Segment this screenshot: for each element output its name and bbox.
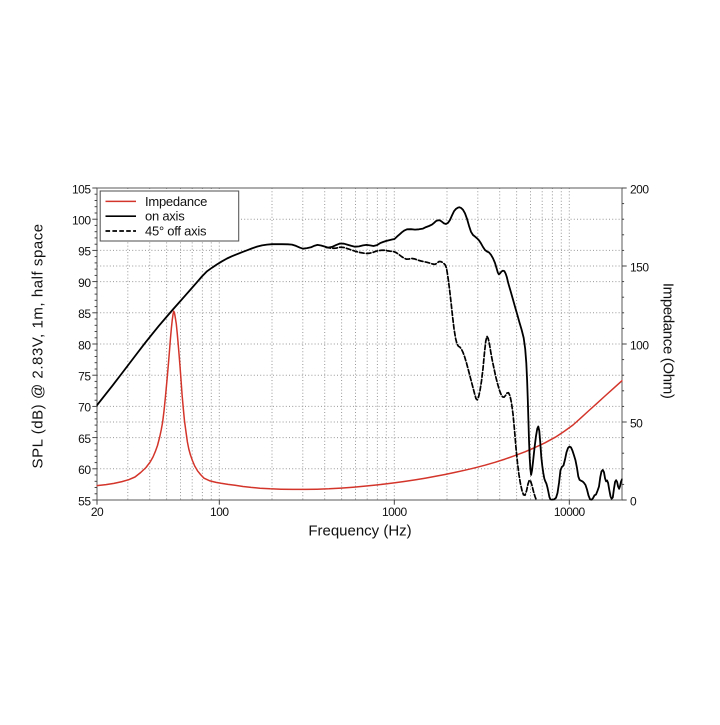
svg-text:70: 70 (78, 401, 91, 415)
svg-text:75: 75 (78, 370, 91, 384)
svg-text:150: 150 (630, 260, 649, 274)
svg-text:on axis: on axis (145, 209, 185, 224)
svg-text:200: 200 (630, 182, 649, 196)
svg-text:100: 100 (630, 338, 649, 352)
svg-text:0: 0 (630, 494, 637, 508)
svg-text:100: 100 (72, 214, 91, 228)
svg-text:105: 105 (72, 182, 91, 196)
svg-text:Frequency (Hz): Frequency (Hz) (308, 523, 411, 540)
svg-text:60: 60 (78, 463, 91, 477)
svg-text:Impedance (Ohm): Impedance (Ohm) (659, 283, 676, 399)
svg-text:50: 50 (630, 416, 643, 430)
svg-text:85: 85 (78, 307, 91, 321)
svg-text:80: 80 (78, 338, 91, 352)
svg-text:45° off axis: 45° off axis (145, 223, 207, 238)
svg-text:10000: 10000 (554, 505, 586, 519)
svg-text:Impedance: Impedance (145, 194, 207, 209)
svg-text:20: 20 (91, 505, 104, 519)
svg-text:55: 55 (78, 494, 91, 508)
svg-text:65: 65 (78, 432, 91, 446)
svg-text:SPL (dB) @ 2.83V, 1m, half spa: SPL (dB) @ 2.83V, 1m, half space (30, 223, 47, 468)
svg-text:95: 95 (78, 245, 91, 259)
svg-text:90: 90 (78, 276, 91, 290)
svg-text:100: 100 (210, 505, 229, 519)
svg-text:1000: 1000 (382, 505, 408, 519)
